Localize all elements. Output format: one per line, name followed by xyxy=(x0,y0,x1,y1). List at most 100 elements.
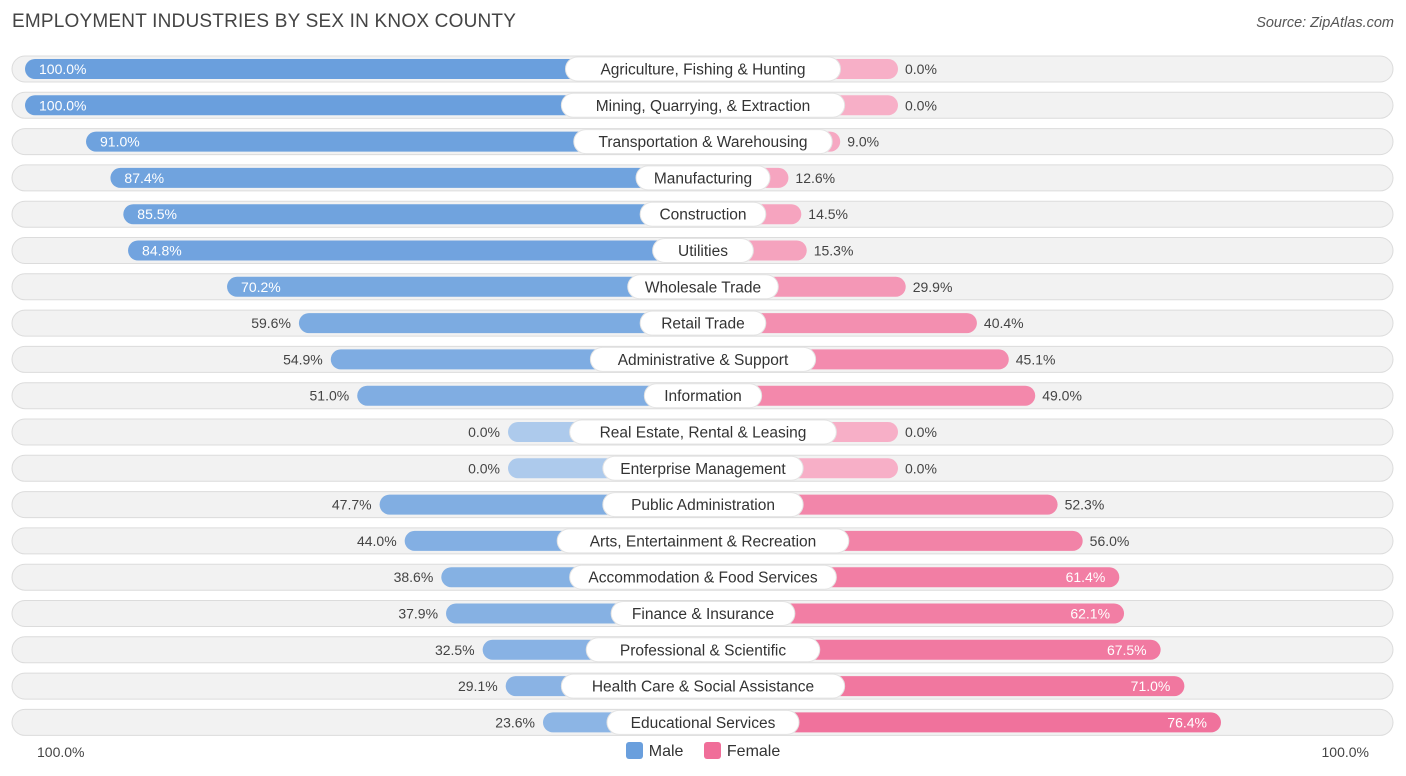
category-label-bg xyxy=(606,709,800,735)
male-value-label: 100.0% xyxy=(39,61,86,77)
male-value-label: 85.5% xyxy=(137,206,177,222)
male-value-label: 70.2% xyxy=(241,279,281,295)
category-label-bg xyxy=(643,383,763,409)
male-value-label: 51.0% xyxy=(310,388,350,404)
category-label-bg xyxy=(569,419,837,445)
female-value-label: 0.0% xyxy=(905,424,937,440)
category-label-bg xyxy=(585,637,821,663)
category-label-bg xyxy=(560,92,846,118)
category-label: Utilities xyxy=(678,243,728,260)
category-label-bg xyxy=(560,673,846,699)
category-label: Construction xyxy=(659,207,746,224)
category-label-bg xyxy=(556,528,850,554)
female-value-label: 12.6% xyxy=(795,170,835,186)
legend-label-male: Male xyxy=(648,743,684,760)
category-label-bg xyxy=(639,310,767,336)
female-value-label: 0.0% xyxy=(905,97,937,113)
category-label-bg xyxy=(589,346,817,372)
female-value-label: 0.0% xyxy=(905,61,937,77)
category-label: Health Care & Social Assistance xyxy=(592,679,814,696)
female-value-label: 76.4% xyxy=(1167,714,1207,730)
category-label-bg xyxy=(635,165,771,191)
category-label: Arts, Entertainment & Recreation xyxy=(590,533,817,550)
chart-area: Agriculture, Fishing & Hunting 100.0% 0.0%… xyxy=(11,55,1394,736)
male-bar xyxy=(25,95,703,116)
category-label-bg xyxy=(652,238,754,263)
category-label: Mining, Quarrying, & Extraction xyxy=(596,98,811,115)
category-label: Real Estate, Rental & Leasing xyxy=(600,425,807,442)
male-value-label: 23.6% xyxy=(495,714,535,730)
male-value-label: 84.8% xyxy=(142,243,182,259)
category-label: Public Administration xyxy=(631,497,775,514)
female-value-label: 0.0% xyxy=(905,460,937,476)
female-value-label: 45.1% xyxy=(1016,351,1056,367)
female-value-label: 61.4% xyxy=(1066,569,1106,585)
male-value-label: 59.6% xyxy=(251,315,291,331)
category-label-bg xyxy=(639,201,767,227)
female-value-label: 67.5% xyxy=(1107,642,1147,658)
category-label: Retail Trade xyxy=(661,316,745,333)
male-bar xyxy=(123,204,703,225)
chart-source: Source: ZipAtlas.com xyxy=(1256,15,1394,31)
category-label-bg xyxy=(602,455,804,481)
female-value-label: 71.0% xyxy=(1131,678,1171,694)
male-value-label: 0.0% xyxy=(468,424,500,440)
category-label: Finance & Insurance xyxy=(632,606,774,623)
category-label: Educational Services xyxy=(631,715,776,732)
axis-left-label: 100.0% xyxy=(37,744,85,760)
female-value-label: 56.0% xyxy=(1090,533,1130,549)
male-value-label: 47.7% xyxy=(332,497,372,513)
legend-swatch-female xyxy=(703,742,721,759)
axis-right-label: 100.0% xyxy=(1321,744,1369,760)
category-label-bg xyxy=(565,56,841,82)
female-value-label: 62.1% xyxy=(1070,606,1110,622)
legend-item-female[interactable]: Female xyxy=(703,742,781,761)
female-value-label: 29.9% xyxy=(913,279,953,295)
male-value-label: 54.9% xyxy=(283,351,323,367)
category-label-bg xyxy=(627,274,779,300)
male-value-label: 87.4% xyxy=(124,170,164,186)
category-label: Enterprise Management xyxy=(620,461,786,478)
category-label: Professional & Scientific xyxy=(620,642,787,659)
male-value-label: 100.0% xyxy=(39,97,86,113)
female-bar xyxy=(703,712,1221,733)
category-label: Manufacturing xyxy=(654,170,752,187)
category-label: Transportation & Warehousing xyxy=(598,134,807,151)
chart-title: EMPLOYMENT INDUSTRIES BY SEX IN KNOX COU… xyxy=(12,11,517,32)
female-value-label: 9.0% xyxy=(847,134,879,150)
category-label-bg xyxy=(602,492,804,518)
male-value-label: 44.0% xyxy=(357,533,397,549)
male-value-label: 91.0% xyxy=(100,134,140,150)
female-value-label: 14.5% xyxy=(808,206,848,222)
category-label: Agriculture, Fishing & Hunting xyxy=(600,62,805,79)
male-bar xyxy=(86,131,703,152)
male-value-label: 0.0% xyxy=(468,460,500,476)
male-bar xyxy=(357,385,703,406)
female-bar xyxy=(703,313,977,334)
legend: Male Female xyxy=(0,742,1406,761)
male-bar xyxy=(110,167,704,188)
female-value-label: 15.3% xyxy=(814,243,854,259)
female-value-label: 52.3% xyxy=(1065,497,1105,513)
category-label: Administrative & Support xyxy=(618,352,789,369)
category-label-bg xyxy=(610,601,796,626)
category-label-bg xyxy=(569,564,837,590)
male-bar xyxy=(227,276,703,297)
female-bar xyxy=(703,385,1036,406)
male-bar xyxy=(298,313,703,334)
legend-label-female: Female xyxy=(726,743,781,760)
category-label: Accommodation & Food Services xyxy=(588,570,817,587)
female-value-label: 49.0% xyxy=(1042,388,1082,404)
female-bar xyxy=(703,603,1125,624)
legend-swatch-male xyxy=(625,742,643,759)
male-value-label: 37.9% xyxy=(398,606,438,622)
female-value-label: 40.4% xyxy=(984,315,1024,331)
legend-item-male[interactable]: Male xyxy=(625,742,684,761)
category-label-bg xyxy=(573,129,833,155)
male-value-label: 38.6% xyxy=(394,569,434,585)
male-bar xyxy=(128,240,703,261)
category-label: Wholesale Trade xyxy=(645,279,761,296)
male-value-label: 29.1% xyxy=(458,678,498,694)
male-value-label: 32.5% xyxy=(435,642,475,658)
category-label: Information xyxy=(664,388,742,405)
